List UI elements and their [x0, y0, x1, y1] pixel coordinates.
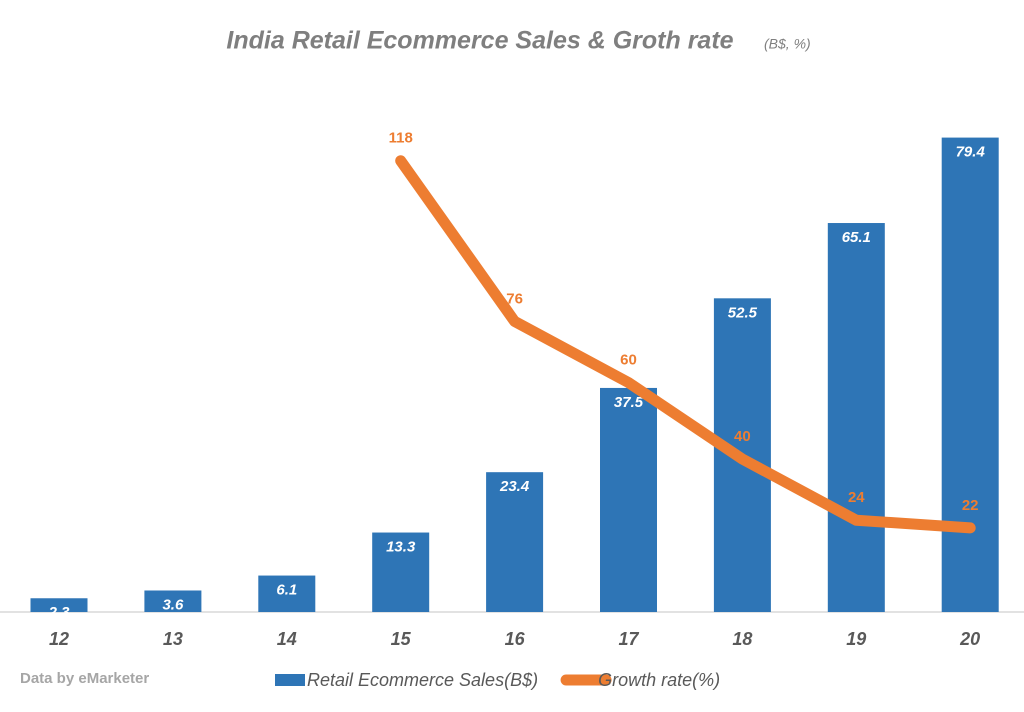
x-tick-label: 17 — [618, 629, 639, 649]
x-tick-label: 18 — [732, 629, 752, 649]
source-note: Data by eMarketer — [20, 670, 149, 687]
x-tick-label: 20 — [959, 629, 980, 649]
bar — [144, 590, 202, 612]
bar — [30, 598, 88, 612]
bar — [941, 137, 999, 612]
line-value-label: 24 — [848, 489, 865, 506]
bar — [827, 223, 885, 612]
x-tick-label: 14 — [277, 629, 297, 649]
line — [395, 155, 976, 534]
bar — [372, 532, 430, 612]
chart-subtitle: (B$, %) — [764, 36, 811, 52]
line-value-label: 60 — [620, 352, 637, 369]
bar — [486, 472, 544, 612]
bar-value-label: 37.5 — [614, 394, 644, 411]
bar-value-label: 3.6 — [162, 596, 184, 613]
bar-value-label: 6.1 — [276, 582, 297, 599]
legend-swatch — [275, 674, 305, 686]
x-tick-label: 15 — [391, 629, 412, 649]
chart-title: India Retail Ecommerce Sales & Groth rat… — [226, 27, 733, 55]
bar-value-label: 65.1 — [842, 229, 871, 246]
bar — [600, 387, 657, 612]
bar — [258, 575, 316, 612]
x-tick-label: 12 — [49, 629, 69, 649]
line-value-label: 22 — [962, 497, 979, 514]
line-value-label: 76 — [506, 290, 523, 307]
line-value-label: 40 — [734, 428, 751, 445]
legend-label: Growth rate(%) — [598, 670, 720, 690]
x-tick-label: 13 — [163, 629, 183, 649]
bar-value-label: 2.3 — [48, 604, 71, 621]
bar-value-label: 79.4 — [956, 144, 986, 161]
bar-value-label: 13.3 — [386, 539, 416, 556]
line-value-label: 118 — [389, 130, 413, 147]
x-tick-label: 19 — [846, 629, 866, 649]
x-tick-label: 16 — [505, 629, 526, 649]
legend-label: Retail Ecommerce Sales(B$) — [307, 670, 538, 690]
bar-value-label: 52.5 — [728, 304, 758, 321]
bar-value-label: 23.4 — [499, 478, 530, 495]
